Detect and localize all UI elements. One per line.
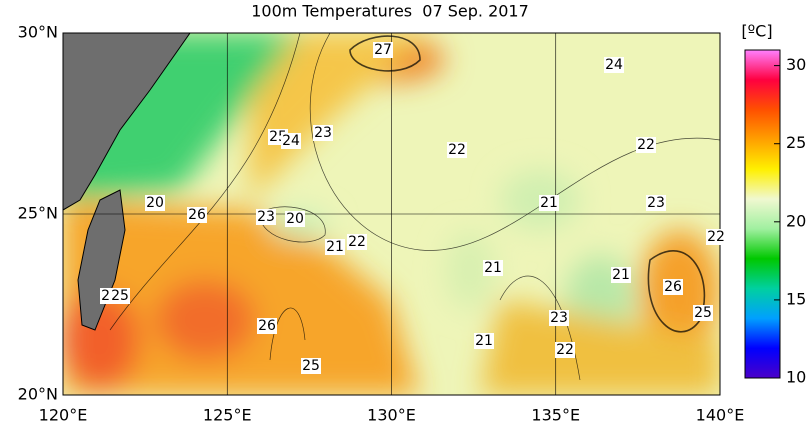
contour-label: 23	[647, 195, 665, 211]
colorbar-tick-label: 25	[786, 133, 806, 152]
title: 100m Temperatures 07 Sep. 2017	[251, 2, 529, 21]
contour-label-box	[281, 133, 301, 149]
contour-label: 25	[694, 305, 712, 321]
x-tick-label: 130°E	[367, 406, 416, 425]
contour-label-box	[555, 342, 575, 358]
contour-label-box	[447, 142, 467, 158]
contour-label: 24	[282, 133, 300, 149]
contour-label: 22	[448, 142, 466, 158]
contour-label: 26	[664, 279, 682, 295]
colorbar-tick-label: 10	[786, 368, 806, 387]
contour-label-box	[110, 288, 130, 304]
contour-label-box	[325, 239, 345, 255]
contour-label-box	[636, 137, 656, 153]
contour-label: 23	[257, 209, 275, 225]
contour-label: 26	[258, 318, 276, 334]
land	[77, 189, 126, 331]
colorbar	[744, 49, 781, 379]
contour-label-box	[693, 305, 713, 321]
contour-label-box	[373, 42, 393, 58]
contour-label: 21	[484, 260, 502, 276]
contour-label: 27	[374, 42, 392, 58]
y-tick-label: 30°N	[18, 23, 58, 42]
contour-label: 21	[475, 333, 493, 349]
contour-label: 23	[550, 310, 568, 326]
contour-label: 25	[111, 288, 129, 304]
contour-label-box	[474, 333, 494, 349]
colorbar-unit: [ºC]	[741, 22, 772, 41]
x-tick-label: 120°E	[39, 406, 88, 425]
x-tick-label: 135°E	[531, 406, 580, 425]
contour-label: 22	[707, 229, 725, 245]
contour-label: 20	[146, 195, 164, 211]
contour-label: 21	[612, 267, 630, 283]
contour-label: 22	[348, 234, 366, 250]
contour-label-box	[483, 260, 503, 276]
contour-label-box	[706, 229, 726, 245]
contour-label-box	[145, 195, 165, 211]
contour-label: 26	[188, 207, 206, 223]
colorbar-tick-label: 15	[786, 289, 806, 308]
x-tick-label: 125°E	[203, 406, 252, 425]
contour-label: 21	[326, 239, 344, 255]
x-tick-label: 140°E	[696, 406, 745, 425]
contour-label: 22	[556, 342, 574, 358]
contour-label-box	[313, 125, 333, 141]
contour-label-box	[646, 195, 666, 211]
contour-label-box	[539, 195, 559, 211]
contour-label-box	[257, 318, 277, 334]
contour-label: 24	[605, 57, 623, 73]
contour-label: 21	[540, 195, 558, 211]
contour-label: 25	[302, 358, 320, 374]
contour-label-box	[187, 207, 207, 223]
contour-label: 20	[286, 211, 304, 227]
y-tick-label: 25°N	[18, 204, 58, 223]
contour-label-box	[301, 358, 321, 374]
contour-label-box	[256, 209, 276, 225]
colorbar-tick-label: 20	[786, 211, 806, 230]
contour-label-box	[347, 234, 367, 250]
colorbar-tick-label: 30	[786, 55, 806, 74]
contour-label-box	[285, 211, 305, 227]
contour-label-box	[663, 279, 683, 295]
contour-label: 23	[314, 125, 332, 141]
contour-label-box	[611, 267, 631, 283]
land	[63, 33, 191, 211]
contour-label-box	[549, 310, 569, 326]
y-tick-label: 20°N	[18, 385, 58, 404]
contour-label: 22	[637, 137, 655, 153]
contour-label-box	[604, 57, 624, 73]
